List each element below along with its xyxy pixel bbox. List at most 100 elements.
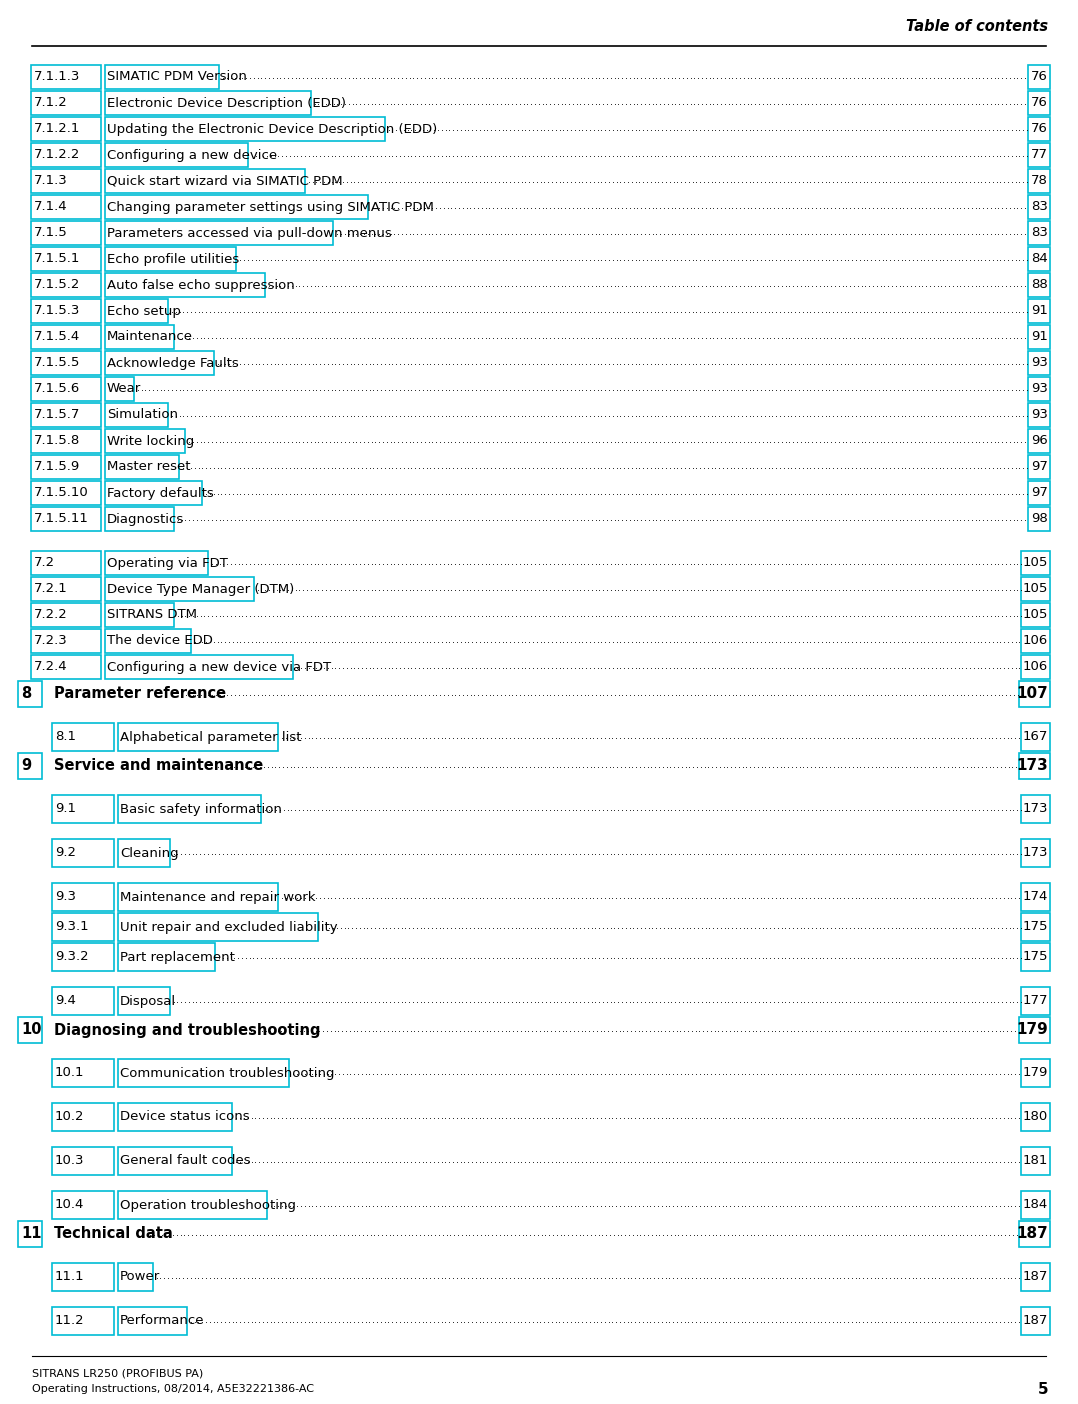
Text: 105: 105 bbox=[1023, 556, 1048, 570]
Bar bbox=[31, 220, 101, 246]
Text: 9.2: 9.2 bbox=[55, 847, 77, 859]
Bar bbox=[1027, 195, 1050, 219]
Bar bbox=[1022, 602, 1050, 628]
Text: Electronic Device Description (EDD): Electronic Device Description (EDD) bbox=[107, 97, 346, 110]
Bar bbox=[31, 91, 101, 115]
Text: Wear: Wear bbox=[107, 382, 141, 396]
Bar bbox=[1022, 840, 1050, 868]
Bar bbox=[118, 795, 261, 823]
Bar bbox=[105, 403, 168, 427]
Text: 96: 96 bbox=[1032, 434, 1048, 448]
Bar bbox=[105, 629, 191, 653]
Text: 93: 93 bbox=[1032, 409, 1048, 421]
Bar bbox=[31, 577, 101, 601]
Text: 7.1.5.10: 7.1.5.10 bbox=[34, 487, 88, 500]
Text: Configuring a new device via FDT: Configuring a new device via FDT bbox=[107, 660, 331, 674]
Text: Maintenance: Maintenance bbox=[107, 330, 193, 344]
Bar bbox=[1022, 1104, 1050, 1132]
Text: 93: 93 bbox=[1032, 382, 1048, 396]
Bar bbox=[52, 1191, 114, 1219]
Text: Parameters accessed via pull-down menus: Parameters accessed via pull-down menus bbox=[107, 226, 391, 240]
Text: 107: 107 bbox=[1017, 687, 1048, 702]
Bar bbox=[1027, 430, 1050, 453]
Bar bbox=[105, 324, 174, 350]
Bar bbox=[1027, 143, 1050, 167]
Bar bbox=[1022, 987, 1050, 1015]
Text: General fault codes: General fault codes bbox=[120, 1154, 250, 1168]
Bar bbox=[31, 168, 101, 192]
Bar bbox=[105, 455, 179, 479]
Text: Configuring a new device: Configuring a new device bbox=[107, 149, 277, 161]
Bar bbox=[105, 220, 333, 246]
Text: 173: 173 bbox=[1023, 847, 1048, 859]
Text: 9.3.2: 9.3.2 bbox=[55, 951, 88, 963]
Bar bbox=[105, 117, 385, 140]
Text: Power: Power bbox=[120, 1271, 161, 1283]
Bar bbox=[31, 550, 101, 576]
Bar bbox=[52, 943, 114, 972]
Bar bbox=[118, 913, 318, 941]
Text: Maintenance and repair work: Maintenance and repair work bbox=[120, 890, 316, 904]
Text: Write locking: Write locking bbox=[107, 434, 194, 448]
Bar bbox=[118, 1307, 186, 1335]
Text: 7.1.5.8: 7.1.5.8 bbox=[34, 434, 80, 448]
Bar bbox=[1027, 91, 1050, 115]
Text: 7.1.4: 7.1.4 bbox=[34, 201, 68, 213]
Text: 91: 91 bbox=[1032, 330, 1048, 344]
Bar bbox=[105, 65, 219, 88]
Bar bbox=[31, 247, 101, 271]
Bar bbox=[31, 629, 101, 653]
Text: Quick start wizard via SIMATIC PDM: Quick start wizard via SIMATIC PDM bbox=[107, 174, 343, 188]
Bar bbox=[1022, 656, 1050, 680]
Text: 106: 106 bbox=[1023, 635, 1048, 647]
Text: 10.3: 10.3 bbox=[55, 1154, 84, 1168]
Text: Part replacement: Part replacement bbox=[120, 951, 235, 963]
Bar bbox=[1022, 629, 1050, 653]
Text: Echo profile utilities: Echo profile utilities bbox=[107, 253, 239, 265]
Text: Alphabetical parameter list: Alphabetical parameter list bbox=[120, 730, 302, 744]
Bar bbox=[1027, 65, 1050, 88]
Text: 8.1: 8.1 bbox=[55, 730, 77, 744]
Bar bbox=[1027, 220, 1050, 246]
Bar bbox=[31, 299, 101, 323]
Bar bbox=[105, 143, 248, 167]
Bar bbox=[105, 507, 174, 531]
Bar bbox=[1022, 577, 1050, 601]
Text: 7.1.5.9: 7.1.5.9 bbox=[34, 461, 80, 473]
Text: 105: 105 bbox=[1023, 608, 1048, 622]
Bar bbox=[1027, 507, 1050, 531]
Text: 10.2: 10.2 bbox=[55, 1111, 84, 1123]
Text: 9.3: 9.3 bbox=[55, 890, 77, 904]
Text: Parameter reference: Parameter reference bbox=[54, 687, 226, 702]
Bar bbox=[31, 324, 101, 350]
Text: The device EDD: The device EDD bbox=[107, 635, 212, 647]
Text: 76: 76 bbox=[1032, 97, 1048, 110]
Text: 7.1.2: 7.1.2 bbox=[34, 97, 68, 110]
Bar bbox=[1027, 299, 1050, 323]
Text: 7.1.3: 7.1.3 bbox=[34, 174, 68, 188]
Text: 187: 187 bbox=[1023, 1271, 1048, 1283]
Text: 175: 175 bbox=[1023, 921, 1048, 934]
Text: 83: 83 bbox=[1032, 201, 1048, 213]
Text: SITRANS DTM: SITRANS DTM bbox=[107, 608, 197, 622]
Text: 8: 8 bbox=[20, 687, 31, 702]
Bar bbox=[1022, 1307, 1050, 1335]
Text: 7.2: 7.2 bbox=[34, 556, 55, 570]
Text: 7.1.2.1: 7.1.2.1 bbox=[34, 122, 81, 136]
Bar bbox=[31, 430, 101, 453]
Text: 7.1.2.2: 7.1.2.2 bbox=[34, 149, 81, 161]
Text: 7.2.3: 7.2.3 bbox=[34, 635, 68, 647]
Bar bbox=[118, 943, 216, 972]
Bar bbox=[31, 455, 101, 479]
Bar bbox=[52, 795, 114, 823]
Bar bbox=[1027, 272, 1050, 298]
Bar bbox=[31, 656, 101, 680]
Bar bbox=[118, 723, 278, 751]
Text: 184: 184 bbox=[1023, 1199, 1048, 1212]
Bar bbox=[1019, 681, 1050, 708]
Bar bbox=[1027, 455, 1050, 479]
Bar bbox=[1027, 378, 1050, 402]
Text: Cleaning: Cleaning bbox=[120, 847, 179, 859]
Text: 76: 76 bbox=[1032, 70, 1048, 83]
Text: 7.1.5.6: 7.1.5.6 bbox=[34, 382, 80, 396]
